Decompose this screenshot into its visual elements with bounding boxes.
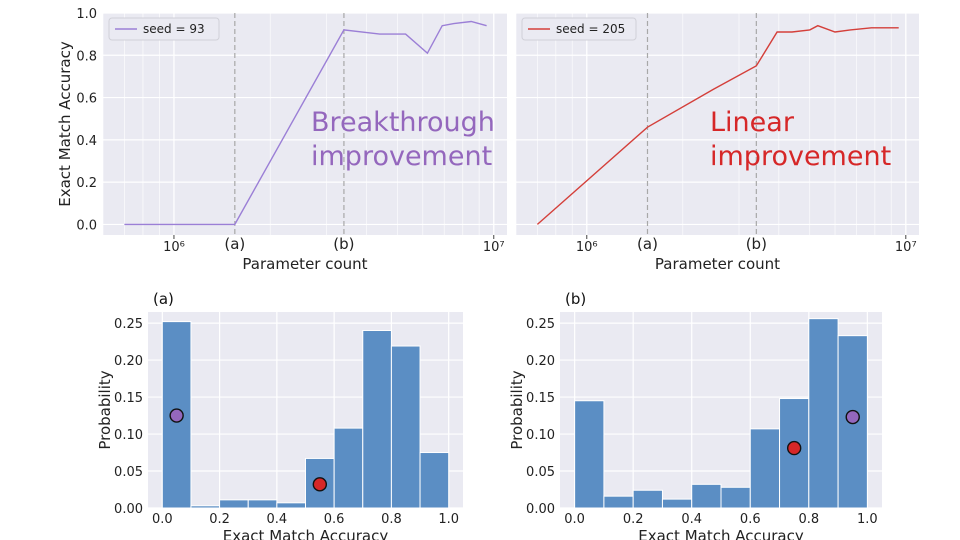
y-tick-label: 0.20 bbox=[114, 354, 143, 369]
y-tick-label: 0.00 bbox=[526, 502, 555, 517]
y-tick-label: 0.10 bbox=[114, 428, 143, 443]
accuracy-marker bbox=[786, 440, 802, 456]
legend-box bbox=[108, 17, 220, 41]
histogram-bar bbox=[276, 502, 307, 509]
legend bbox=[108, 17, 220, 41]
x-tick-label: 0.8 bbox=[381, 512, 402, 527]
y-tick-label: 0.05 bbox=[114, 465, 143, 480]
histogram-bar bbox=[419, 452, 450, 509]
legend-label: seed = 93 bbox=[143, 22, 205, 36]
histogram-bar bbox=[390, 345, 421, 509]
vline-label: (a) bbox=[637, 235, 658, 253]
histogram-bar bbox=[632, 489, 663, 509]
y-tick-label: 1.0 bbox=[76, 7, 97, 22]
plot-area-1 bbox=[516, 13, 919, 235]
series-line bbox=[124, 20, 487, 226]
plot-area-0 bbox=[103, 13, 507, 235]
x-tick-label: 0.2 bbox=[623, 512, 644, 527]
x-axis-label: Exact Match Accuracy bbox=[638, 527, 804, 540]
y-tick-label: 0.25 bbox=[114, 317, 143, 332]
y-tick-label: 0.00 bbox=[114, 502, 143, 517]
histogram-bar bbox=[749, 428, 781, 509]
x-tick-label: 10⁷ bbox=[483, 240, 505, 255]
vline-label: (a) bbox=[224, 235, 245, 253]
x-tick-label: 10⁶ bbox=[576, 240, 598, 255]
x-tick-label: 0.6 bbox=[740, 512, 761, 527]
x-axis-label: Parameter count bbox=[242, 255, 367, 273]
histogram-bar bbox=[219, 499, 249, 509]
series-line bbox=[536, 24, 899, 225]
x-tick-label: 0.8 bbox=[798, 512, 819, 527]
accuracy-marker bbox=[169, 408, 184, 423]
histogram-bar bbox=[190, 505, 221, 509]
y-tick-label: 0.20 bbox=[526, 354, 555, 369]
y-tick-label: 0.10 bbox=[526, 428, 555, 443]
y-tick-label: 0.4 bbox=[76, 134, 97, 149]
legend-box bbox=[521, 17, 637, 41]
x-tick-label: 10⁷ bbox=[895, 240, 917, 255]
accuracy-marker bbox=[845, 409, 860, 425]
x-tick-label: 1.0 bbox=[438, 512, 459, 527]
x-tick-label: 0.4 bbox=[681, 512, 702, 527]
panel-title: (a) bbox=[153, 290, 174, 308]
y-axis-label: Probability bbox=[96, 370, 114, 449]
y-tick-label: 0.8 bbox=[76, 49, 97, 64]
histogram-bar bbox=[691, 483, 722, 509]
histogram-bar bbox=[808, 318, 839, 509]
y-tick-label: 0.15 bbox=[526, 391, 555, 406]
annotation-line1: Linear bbox=[710, 107, 795, 138]
y-tick-label: 0.15 bbox=[114, 391, 143, 406]
histogram-bar bbox=[661, 498, 693, 509]
x-tick-label: 0.6 bbox=[324, 512, 345, 527]
annotation-line2: improvement bbox=[710, 141, 891, 172]
y-tick-label: 0.6 bbox=[76, 92, 97, 107]
annotation-line2: improvement bbox=[311, 141, 492, 172]
x-tick-label: 0.0 bbox=[564, 512, 585, 527]
histogram-bar bbox=[362, 329, 392, 509]
accuracy-marker bbox=[312, 477, 328, 492]
y-tick-label: 0.0 bbox=[76, 218, 97, 233]
y-axis-label: Exact Match Accuracy bbox=[56, 41, 74, 207]
annotation-line1: Breakthrough bbox=[311, 107, 495, 138]
x-tick-label: 1.0 bbox=[857, 512, 878, 527]
vline-label: (b) bbox=[746, 235, 767, 253]
x-tick-label: 0.0 bbox=[152, 512, 173, 527]
y-tick-label: 0.05 bbox=[526, 465, 555, 480]
vline-label: (b) bbox=[333, 235, 354, 253]
y-axis-label: Probability bbox=[508, 370, 526, 449]
histogram-bar bbox=[247, 499, 278, 509]
y-tick-label: 0.25 bbox=[526, 317, 555, 332]
x-axis-label: Exact Match Accuracy bbox=[223, 527, 389, 540]
x-tick-label: 10⁶ bbox=[163, 240, 185, 255]
legend bbox=[521, 17, 637, 41]
legend-label: seed = 205 bbox=[556, 22, 625, 36]
histogram-bar bbox=[574, 400, 605, 509]
panel-title: (b) bbox=[565, 290, 586, 308]
histogram-bar bbox=[603, 495, 634, 509]
x-tick-label: 0.2 bbox=[209, 512, 230, 527]
histogram-bar bbox=[333, 427, 364, 509]
x-tick-label: 0.4 bbox=[267, 512, 288, 527]
y-tick-label: 0.2 bbox=[76, 176, 97, 191]
x-axis-label: Parameter count bbox=[655, 255, 780, 273]
histogram-bar bbox=[720, 486, 751, 509]
